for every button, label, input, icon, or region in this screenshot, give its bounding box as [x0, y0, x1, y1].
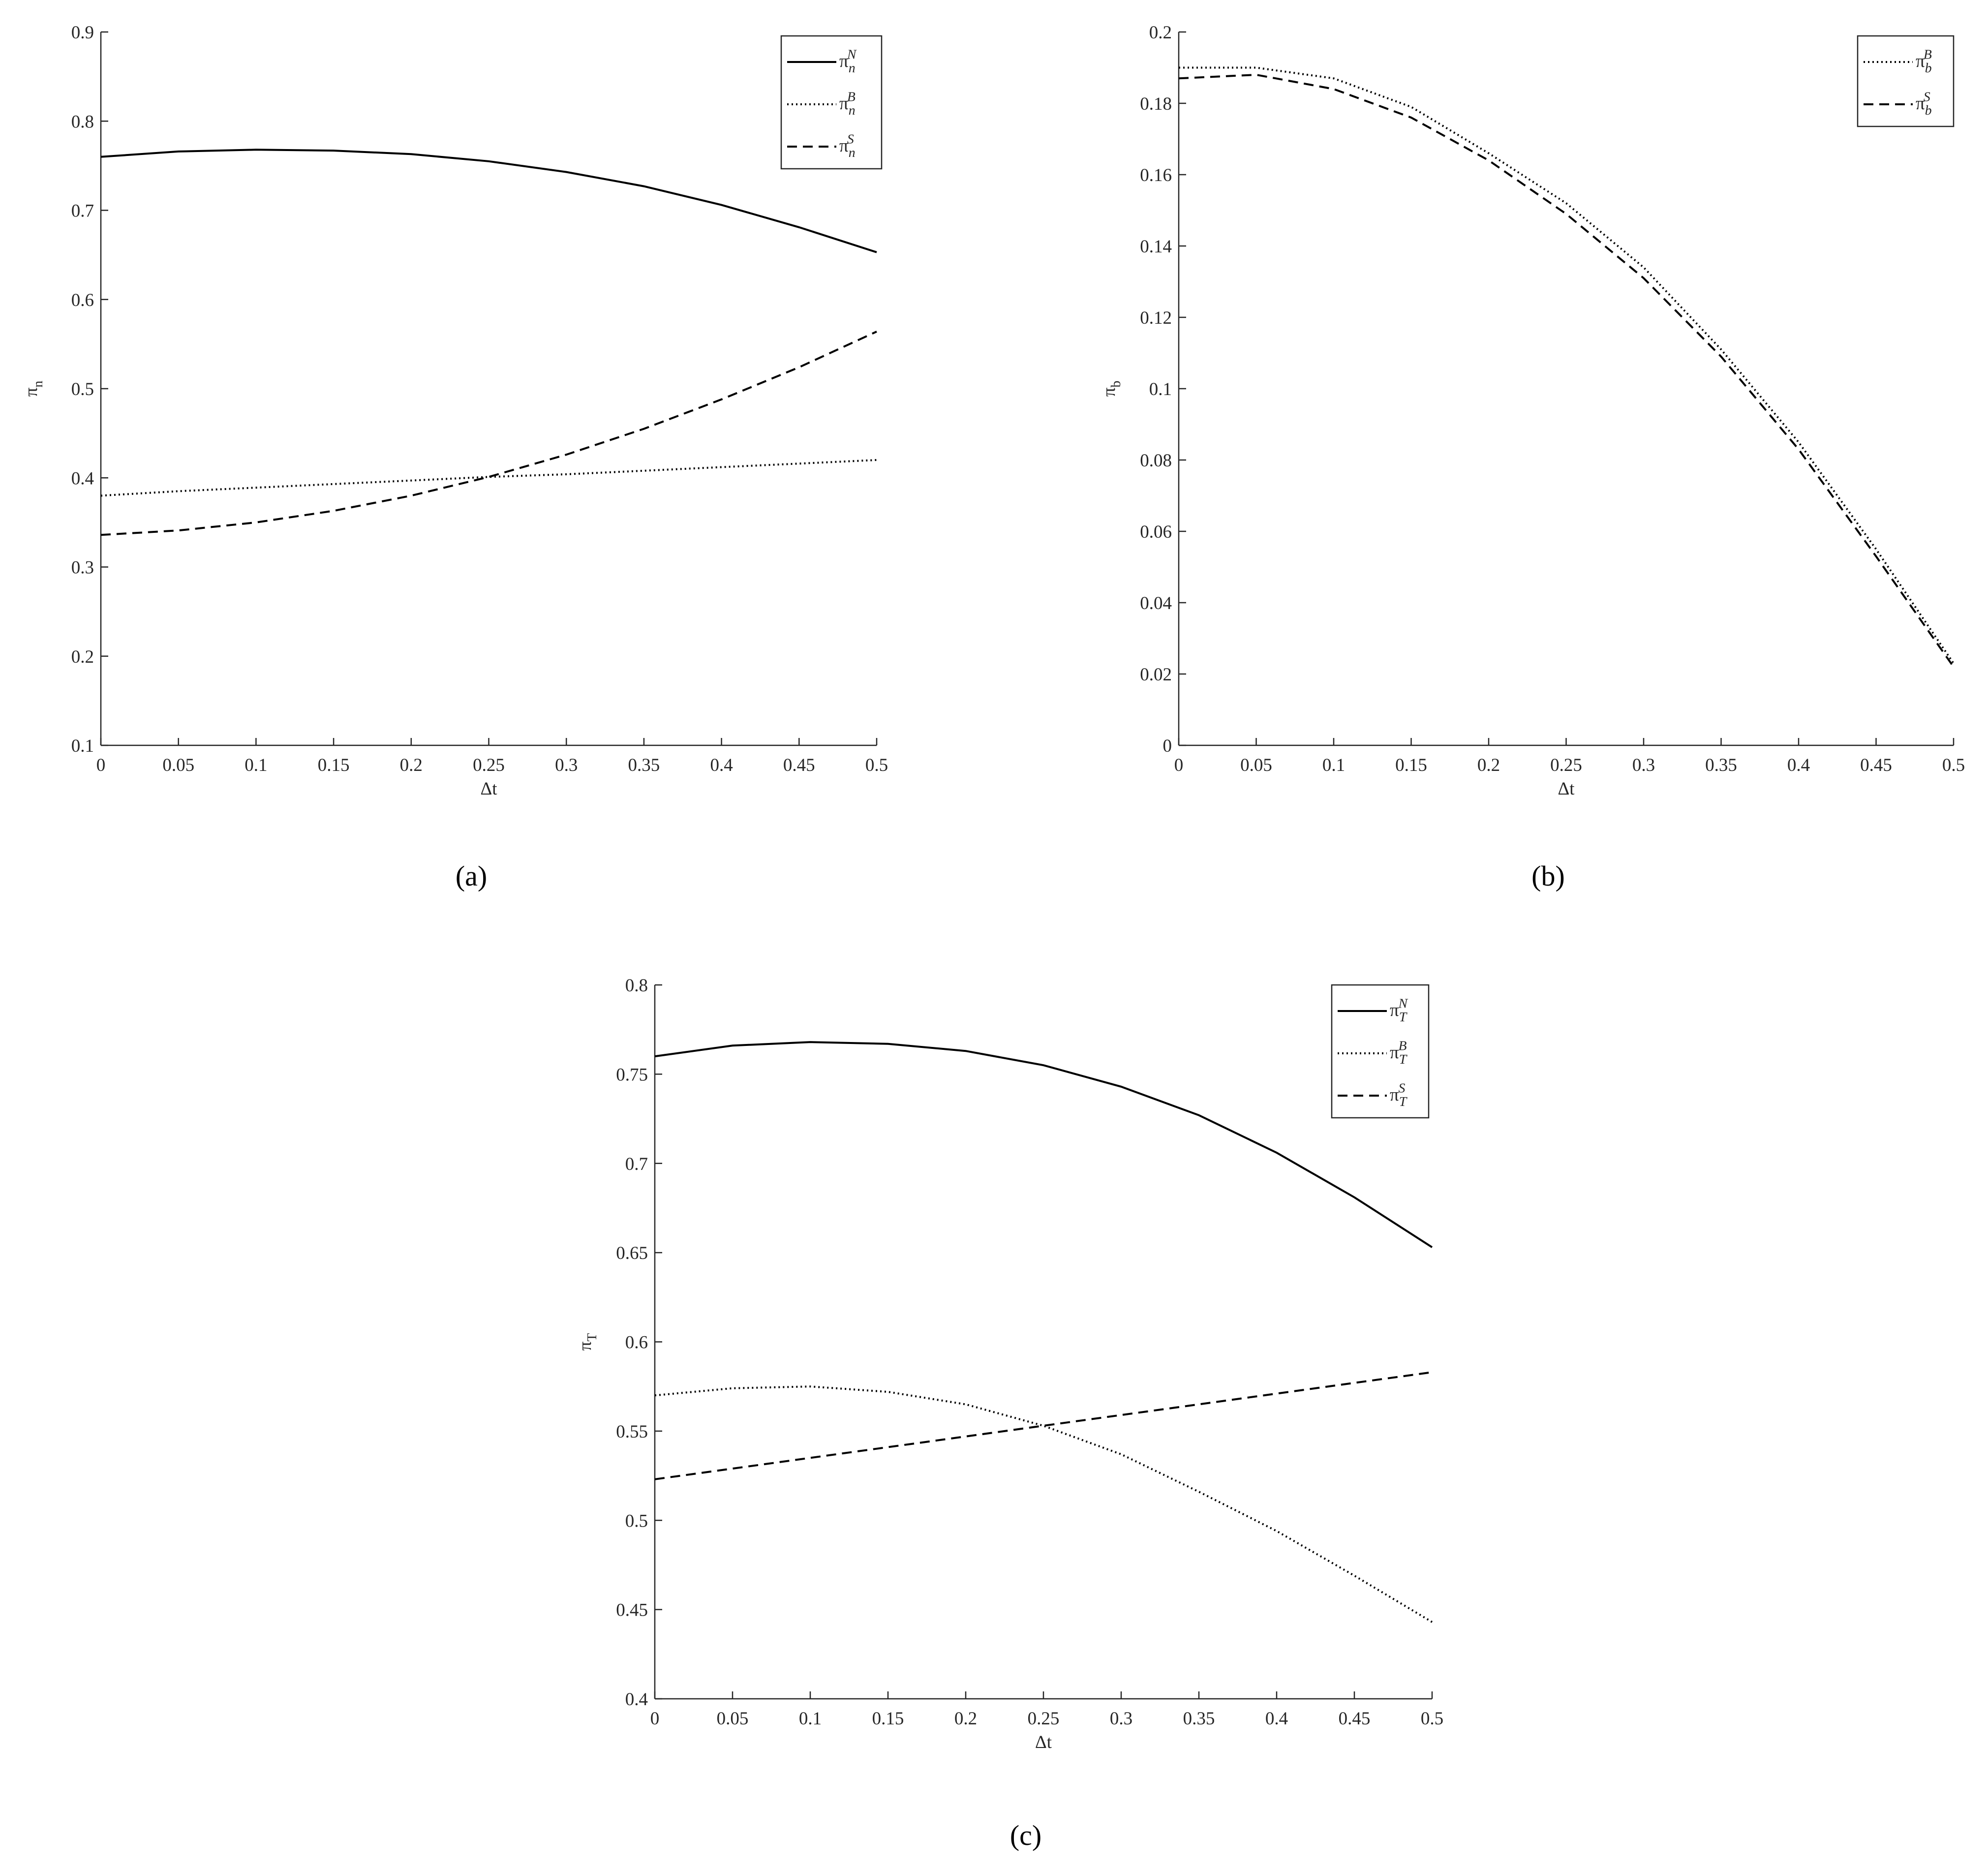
x-tick-label: 0.4: [1265, 1709, 1288, 1729]
y-tick-label: 0.6: [625, 1333, 648, 1353]
y-axis-label: πb: [1099, 381, 1124, 397]
x-tick-label: 0.5: [865, 755, 888, 775]
x-tick-label: 0.3: [555, 755, 578, 775]
series-line: [100, 331, 877, 536]
y-tick-label: 0.2: [71, 647, 94, 667]
series-line: [654, 1041, 1433, 1248]
y-tick-label: 0.12: [1140, 308, 1172, 328]
x-tick-label: 0: [1174, 755, 1184, 775]
x-axis-label: Δt: [480, 779, 497, 799]
chart: 0 0.05 0.1 0.15 0.2 0.25 0.3 0.35 0.4 0.45 0.5 0.4 0…: [575, 976, 1443, 1851]
x-tick-label: 0.15: [1395, 755, 1427, 775]
x-tick-label: 0.4: [1787, 755, 1810, 775]
legend-label: πnN: [839, 47, 857, 76]
x-tick-label: 0.2: [400, 755, 423, 775]
y-tick-label: 0.65: [616, 1243, 648, 1263]
y-tick-label: 0.1: [71, 736, 94, 756]
y-tick-label: 0.3: [71, 558, 94, 578]
legend-label: πTN: [1390, 996, 1408, 1025]
x-tick-label: 0.05: [162, 755, 194, 775]
y-axis-label: πn: [21, 381, 46, 397]
y-tick-label: 0.7: [625, 1154, 648, 1174]
x-tick-label: 0.05: [717, 1709, 749, 1729]
legend-label: πbB: [1916, 47, 1932, 76]
y-tick-label: 0.14: [1140, 237, 1172, 257]
legend-label: πTS: [1390, 1080, 1408, 1109]
legend-box: [1857, 35, 1955, 127]
y-tick-label: 0.75: [616, 1065, 648, 1085]
y-tick-label: 0.45: [616, 1600, 648, 1621]
y-tick-label: 0.1: [1149, 379, 1172, 399]
y-tick-label: 0.5: [625, 1511, 648, 1531]
x-tick-label: 0.35: [1705, 755, 1737, 775]
legend: πbB πbS: [1857, 35, 1955, 127]
y-tick-label: 0.08: [1140, 451, 1172, 471]
y-tick-label: 0.4: [71, 468, 94, 489]
x-tick-label: 0.25: [473, 755, 505, 775]
x-tick-label: 0.45: [1860, 755, 1892, 775]
y-tick-label: 0.9: [71, 23, 94, 43]
chart: 0 0.05 0.1 0.15 0.2 0.25 0.3 0.35 0.4 0.45 0.5 0.1 0…: [21, 23, 888, 892]
series-line: [100, 459, 877, 497]
legend-label: πTB: [1390, 1038, 1408, 1067]
panel-label: (a): [456, 860, 487, 892]
legend-label: πnS: [839, 131, 856, 160]
chart: 0 0.05 0.1 0.15 0.2 0.25 0.3 0.35 0.4 0.45 0.5 0 0.0…: [1099, 23, 1965, 892]
x-tick-label: 0.35: [1183, 1709, 1215, 1729]
y-axis-label: πT: [575, 1333, 600, 1351]
series-line: [654, 1385, 1433, 1623]
x-tick-label: 0: [650, 1709, 660, 1729]
y-tick-label: 0.18: [1140, 94, 1172, 114]
x-tick-label: 0.1: [1322, 755, 1345, 775]
x-tick-label: 0.25: [1028, 1709, 1060, 1729]
y-tick-label: 0.7: [71, 201, 94, 221]
x-tick-label: 0.4: [710, 755, 733, 775]
x-tick-label: 0.5: [1421, 1709, 1443, 1729]
x-axis-label: Δt: [1035, 1732, 1052, 1752]
x-tick-label: 0.15: [318, 755, 350, 775]
panel-label: (b): [1531, 860, 1565, 892]
y-tick-label: 0.55: [616, 1422, 648, 1442]
y-tick-label: 0.06: [1140, 522, 1172, 542]
x-tick-label: 0.35: [628, 755, 660, 775]
x-tick-label: 0.5: [1942, 755, 1965, 775]
y-tick-label: 0.8: [71, 112, 94, 132]
y-tick-label: 0.02: [1140, 665, 1172, 685]
x-tick-label: 0: [96, 755, 106, 775]
legend-box: [1331, 984, 1430, 1119]
legend-label: πbS: [1916, 89, 1932, 118]
y-tick-label: 0.5: [71, 379, 94, 399]
x-axis-label: Δt: [1558, 779, 1575, 799]
legend: πnN πnB πnS: [780, 35, 883, 170]
legend-label: πnB: [839, 89, 856, 118]
series-line: [100, 149, 877, 253]
series-line: [1178, 73, 1955, 668]
x-tick-label: 0.1: [799, 1709, 822, 1729]
panel-label: (c): [1010, 1819, 1041, 1851]
y-tick-label: 0.6: [71, 290, 94, 310]
x-tick-label: 0.3: [1632, 755, 1655, 775]
y-tick-label: 0.16: [1140, 165, 1172, 185]
x-tick-label: 0.25: [1550, 755, 1582, 775]
x-tick-label: 0.2: [1477, 755, 1500, 775]
legend-box: [780, 35, 883, 170]
x-tick-label: 0.3: [1110, 1709, 1132, 1729]
y-tick-label: 0.8: [625, 976, 648, 996]
x-tick-label: 0.2: [954, 1709, 977, 1729]
series-line: [1179, 66, 1955, 664]
legend: πTN πTB πTS: [1331, 984, 1430, 1119]
y-tick-label: 0.4: [625, 1689, 648, 1710]
y-tick-label: 0.04: [1140, 593, 1172, 613]
x-tick-label: 0.45: [783, 755, 815, 775]
y-tick-label: 0.2: [1149, 23, 1172, 43]
series-line: [654, 1371, 1433, 1480]
x-tick-label: 0.15: [872, 1709, 904, 1729]
x-tick-label: 0.1: [245, 755, 267, 775]
x-tick-label: 0.45: [1339, 1709, 1371, 1729]
x-tick-label: 0.05: [1240, 755, 1272, 775]
y-tick-label: 0: [1163, 736, 1172, 756]
